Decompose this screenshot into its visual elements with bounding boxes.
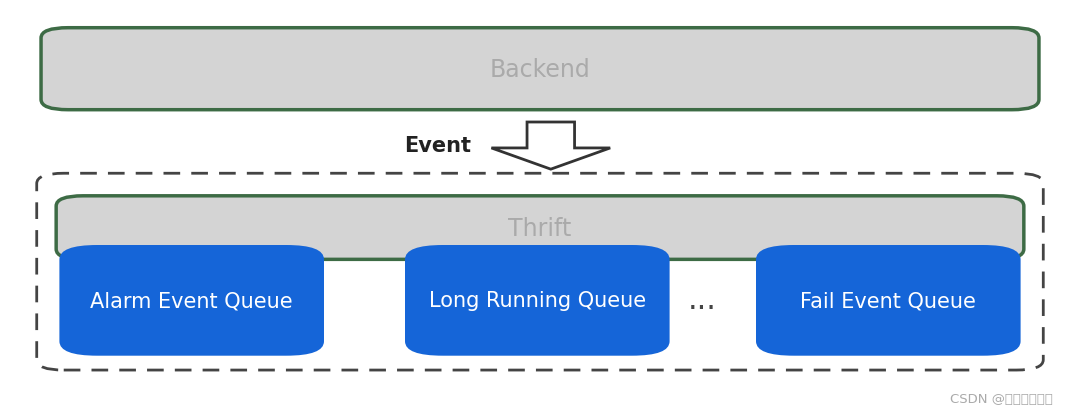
Text: Thrift: Thrift [509, 216, 571, 240]
Text: CSDN @字节数据平台: CSDN @字节数据平台 [950, 392, 1053, 405]
Polygon shape [491, 123, 610, 170]
FancyBboxPatch shape [41, 29, 1039, 110]
FancyBboxPatch shape [59, 245, 324, 356]
FancyBboxPatch shape [756, 245, 1021, 356]
Text: Fail Event Queue: Fail Event Queue [800, 291, 976, 310]
FancyBboxPatch shape [405, 245, 670, 356]
Text: Long Running Queue: Long Running Queue [429, 291, 646, 310]
Text: Event: Event [404, 135, 471, 155]
Text: Backend: Backend [489, 58, 591, 81]
Text: Alarm Event Queue: Alarm Event Queue [91, 291, 293, 310]
FancyBboxPatch shape [56, 196, 1024, 260]
Text: ...: ... [688, 285, 716, 314]
